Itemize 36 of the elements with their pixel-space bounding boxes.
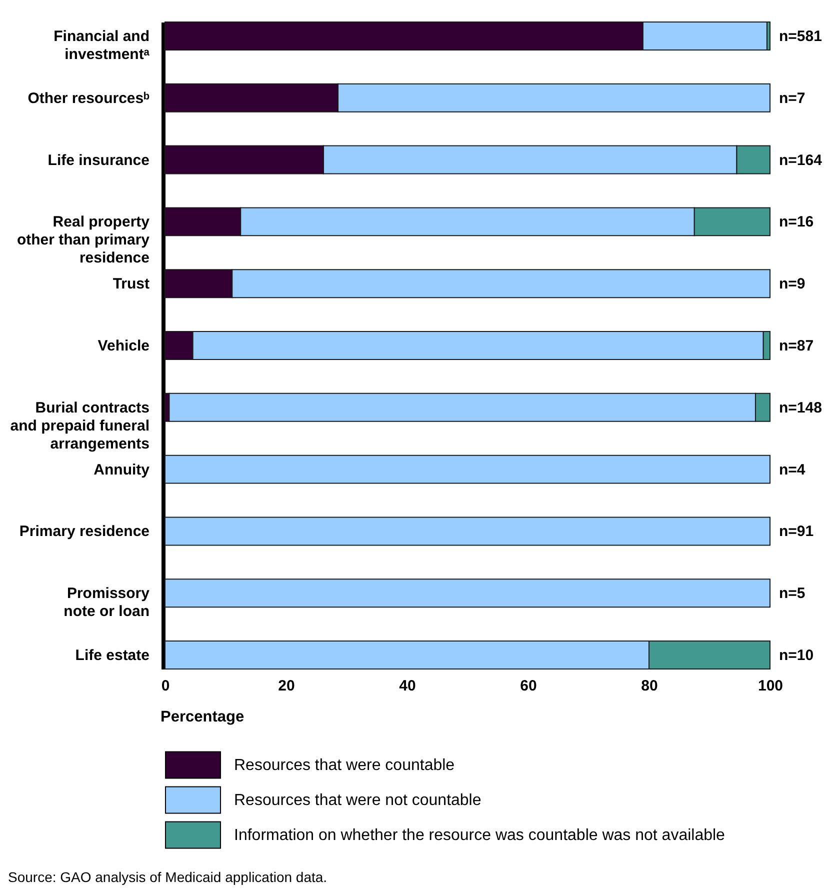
bar bbox=[164, 454, 770, 484]
text: n=4 bbox=[779, 461, 806, 478]
y-tick-label: Annuity bbox=[94, 461, 150, 478]
text: n=16 bbox=[779, 214, 814, 231]
y-tick-label: Trust bbox=[112, 276, 150, 293]
text: n=148 bbox=[779, 399, 822, 416]
text: n=7 bbox=[779, 90, 806, 107]
x-tick-label: 20 bbox=[278, 678, 295, 694]
text: n=91 bbox=[779, 523, 814, 540]
x-tick-label: 0 bbox=[161, 678, 170, 694]
text: n=10 bbox=[779, 647, 814, 664]
y-tick-label: Real property other than primary residence bbox=[16, 214, 150, 267]
x-tick-label: 40 bbox=[399, 678, 416, 694]
source-note: Source: GAO analysis of Medicaid application data. bbox=[8, 869, 328, 885]
legend-label: Resources that were countable bbox=[234, 757, 455, 774]
y-tick-label: Promissory note or loan bbox=[64, 585, 150, 620]
text: n=5 bbox=[779, 585, 806, 602]
text: n=9 bbox=[779, 276, 806, 293]
y-tick-label: Burial contracts and prepaid funeral arrangements bbox=[10, 399, 150, 452]
legend-label: Information on whether the resource was countable was not available bbox=[234, 827, 726, 844]
x-axis-title: Percentage bbox=[160, 708, 244, 726]
y-tick-label: Primary residence bbox=[19, 523, 150, 540]
x-tick-label: 60 bbox=[520, 678, 537, 694]
x-tick-label: 100 bbox=[758, 678, 784, 694]
bar bbox=[164, 516, 770, 546]
y-tick-label: Life insurance bbox=[48, 152, 150, 169]
legend-label: Resources that were not countable bbox=[234, 792, 482, 809]
text: n=581 bbox=[779, 28, 822, 45]
y-tick-label: Other resourcesᵇ bbox=[28, 90, 150, 107]
text: n=164 bbox=[779, 152, 823, 169]
y-tick-label: Financial and investmentᵃ bbox=[54, 28, 150, 63]
x-tick-label: 80 bbox=[641, 678, 658, 694]
bar bbox=[164, 578, 770, 608]
y-tick-label: Vehicle bbox=[98, 338, 150, 354]
y-tick-label: Life estate bbox=[75, 647, 150, 664]
text: n=87 bbox=[779, 338, 814, 354]
